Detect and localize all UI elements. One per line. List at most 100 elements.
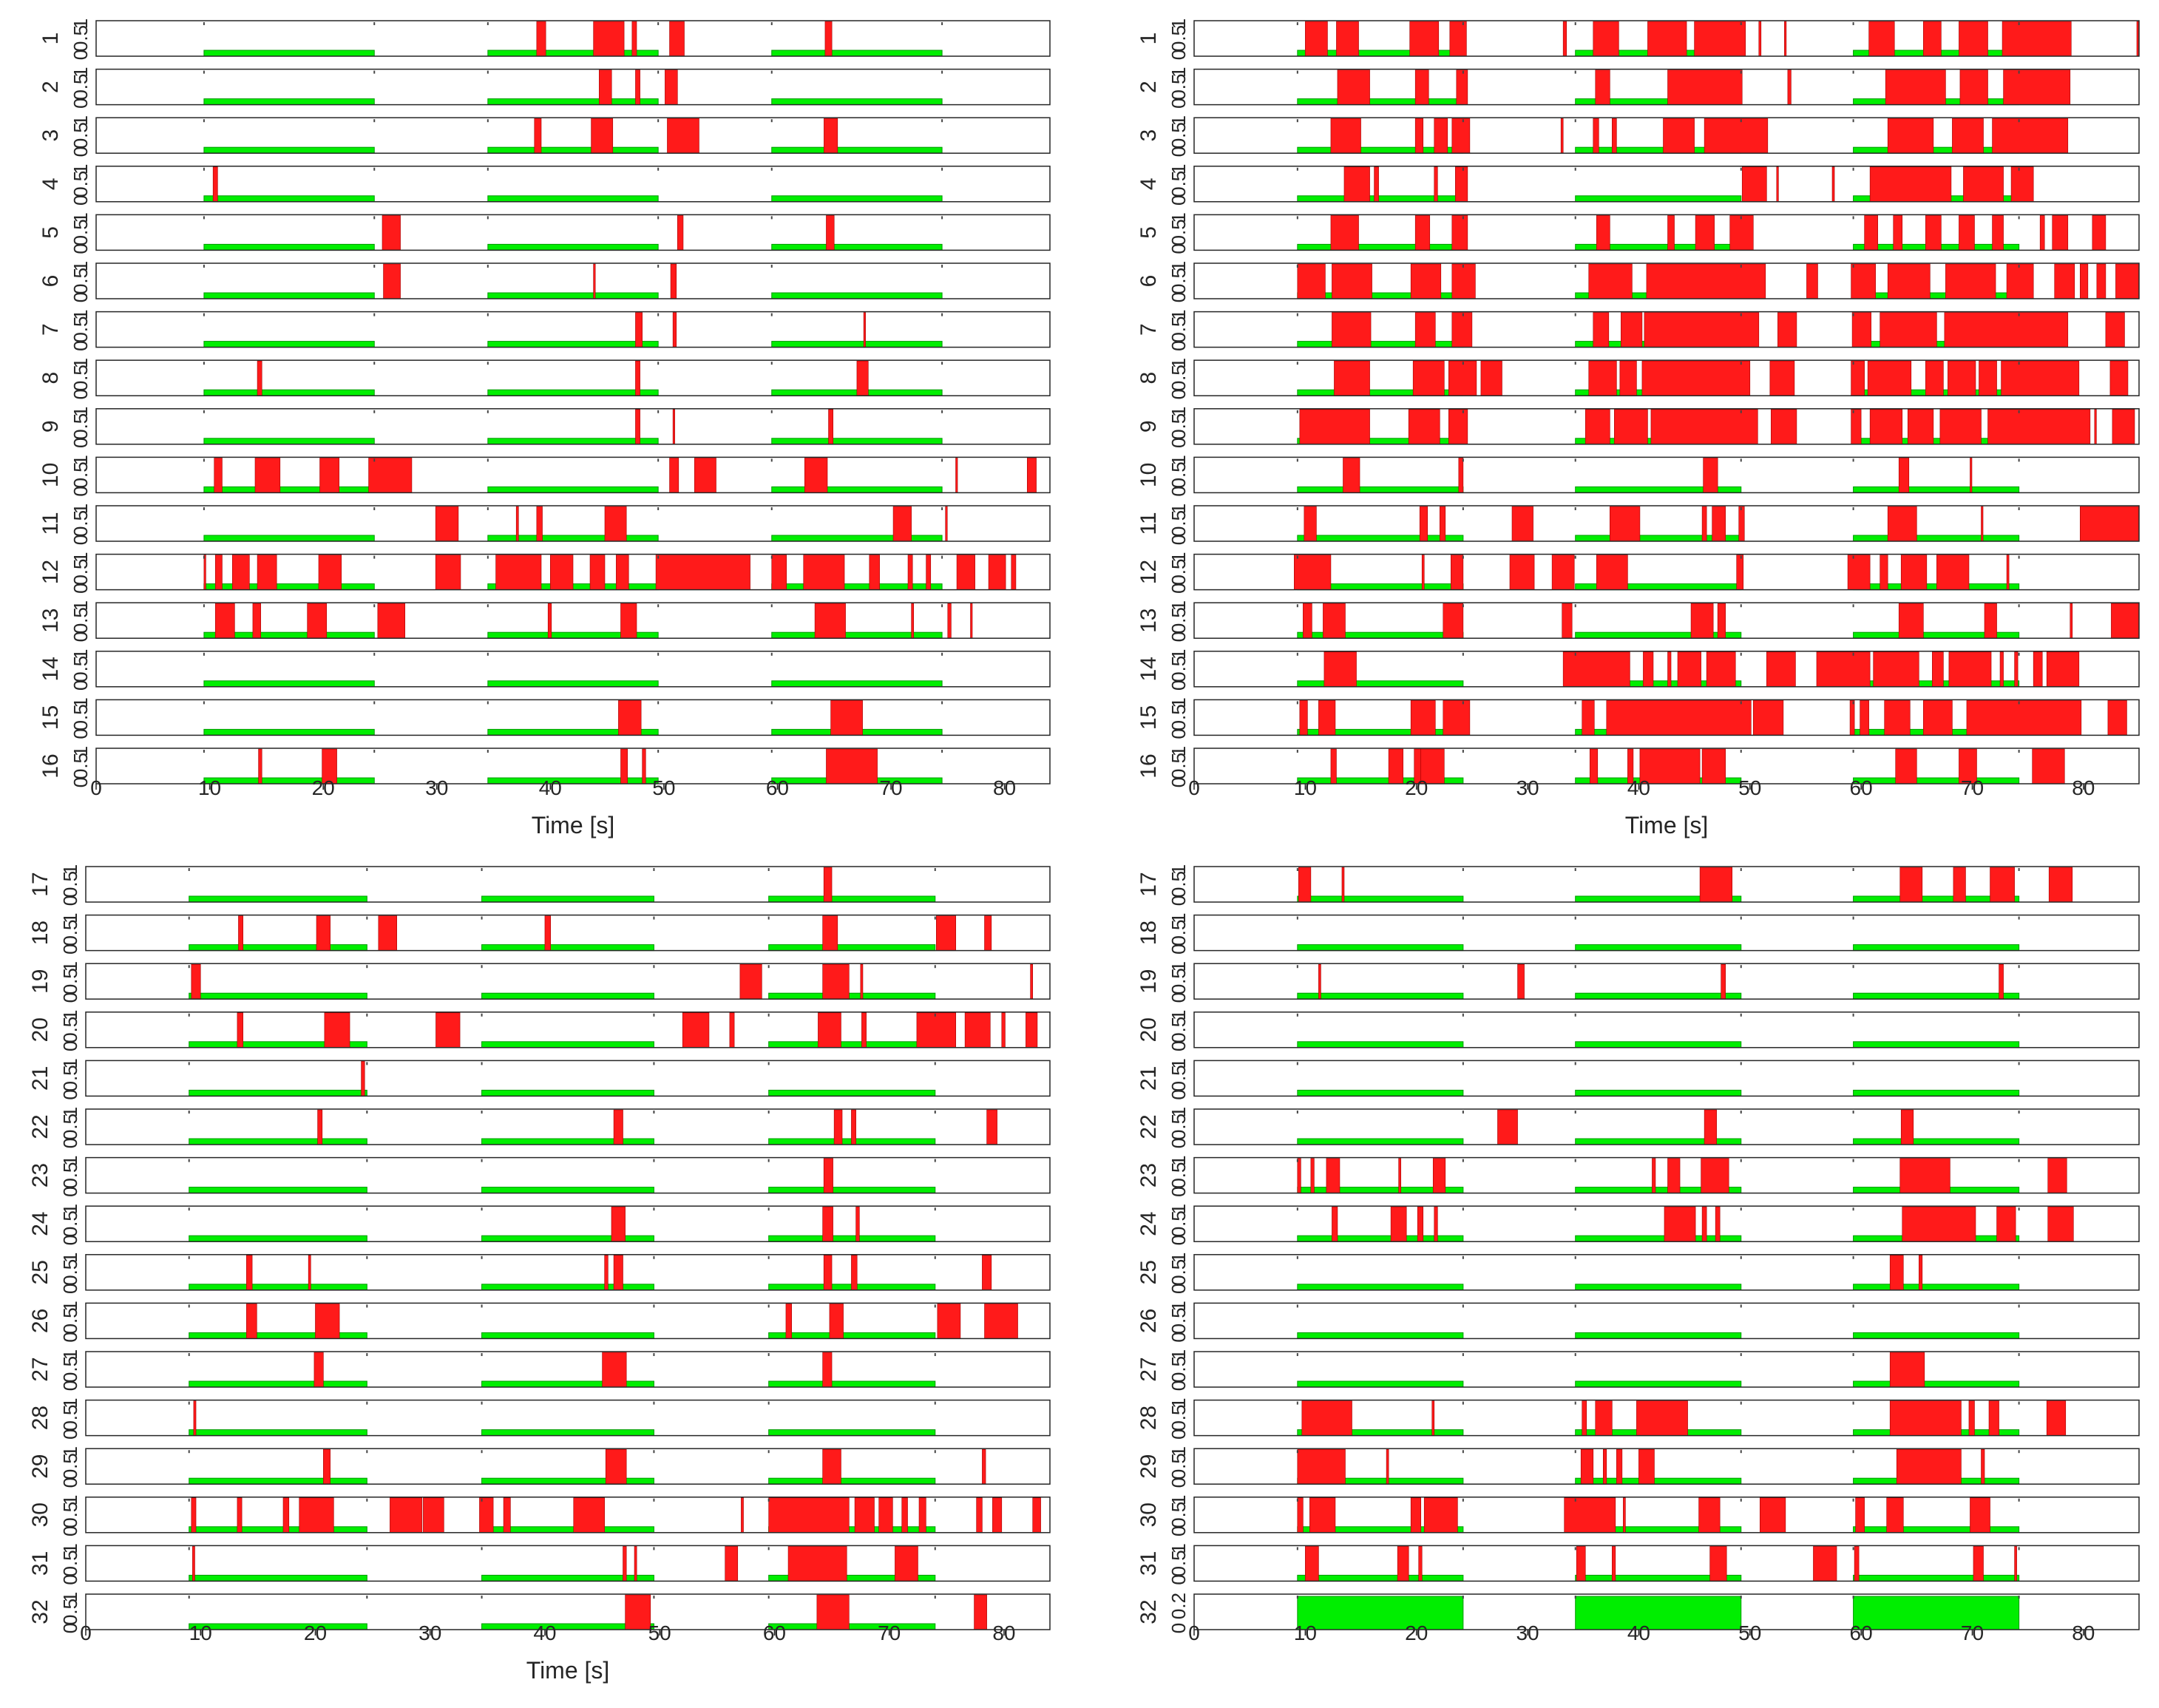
event-bar: [907, 555, 913, 590]
row-axes-box: [1193, 117, 2140, 154]
event-bar: [1593, 21, 1619, 57]
y-tick-label: 0.5: [1167, 268, 1190, 294]
stimulus-bar: [1853, 1526, 2020, 1534]
stimulus-bar: [1853, 1041, 2020, 1048]
event-bar: [618, 700, 642, 736]
y-tick-label: 1: [70, 746, 92, 756]
raster-row: 00.51 14: [38, 649, 1051, 691]
stimulus-bar: [203, 777, 375, 784]
raster-row: 00.51 10: [1136, 455, 2140, 497]
y-tick-label: 0: [1167, 895, 1190, 906]
stimulus-bar: [487, 98, 659, 106]
y-tick-label: 0.5: [1167, 1017, 1190, 1043]
stimulus-bar: [1575, 1089, 1742, 1097]
event-bar: [1816, 651, 1871, 688]
raster-row: 00.51 20: [1136, 1010, 2140, 1051]
raster-row: 00.51 18: [28, 912, 1051, 955]
event-bar: [1551, 555, 1575, 590]
raster-row: 00.51 31: [1136, 1543, 2140, 1585]
event-bar: [1851, 312, 1871, 348]
event-bar: [1397, 1546, 1409, 1582]
row-axes-box: [85, 1593, 1051, 1630]
row-axes-box: [1193, 914, 2140, 952]
event-bar: [1562, 21, 1567, 57]
y-tick-label: 1: [59, 1543, 81, 1553]
y-tick-label: 0.5: [1167, 1453, 1190, 1480]
raster-row: 0 0.2 32: [1136, 1593, 2140, 1633]
y-tick-label: 0.5: [59, 1405, 81, 1431]
row-axes-box: [95, 68, 1051, 106]
event-bar: [1695, 215, 1715, 251]
y-tick-label: 0: [1167, 1186, 1190, 1196]
event-bar: [602, 1352, 627, 1388]
stimulus-bar: [771, 243, 943, 251]
event-bar: [1623, 1497, 1626, 1534]
event-bar: [1584, 409, 1610, 445]
event-bar: [1646, 263, 1766, 299]
raster-row: 00.51 26: [28, 1301, 1051, 1343]
event-bar: [1448, 409, 1468, 445]
row-axes-box: [1193, 651, 2140, 688]
stimulus-bar: [768, 1429, 936, 1437]
stimulus-bar: [768, 944, 936, 952]
event-bar: [1701, 506, 1707, 542]
event-bar: [625, 1594, 651, 1630]
event-bar: [635, 312, 643, 348]
panel-bottom-right: 00.511700.511800.511900.512000.512100.51…: [1136, 864, 2140, 1644]
event-bar: [1887, 263, 1931, 299]
event-bar: [191, 1497, 197, 1534]
event-bar: [822, 1448, 841, 1485]
y-tick-label: 0.5: [1167, 74, 1190, 101]
row-label: 3: [1136, 129, 1161, 142]
x-axis-label: Time [s]: [1625, 812, 1709, 838]
raster-row: 00.51 21: [28, 1058, 1051, 1100]
event-bar: [1582, 700, 1595, 736]
x-tick-label: 0: [1188, 776, 1200, 799]
event-bar: [982, 1448, 986, 1485]
event-bar: [1886, 1497, 1904, 1534]
event-bar: [1410, 263, 1442, 299]
y-tick-label: 1: [70, 212, 92, 223]
y-tick-label: 0.5: [70, 316, 92, 343]
stimulus-bar: [768, 1235, 936, 1242]
event-bar: [1999, 651, 2004, 688]
event-bar: [787, 1546, 847, 1582]
y-tick-label: 1: [1167, 1253, 1190, 1263]
row-axes-box: [1193, 505, 2140, 542]
row-axes-box: [1193, 359, 2140, 396]
y-tick-label: 0: [1167, 1235, 1190, 1245]
event-bar: [1851, 409, 1862, 445]
row-label: 14: [1136, 657, 1161, 681]
y-tick-label: 1: [70, 115, 92, 126]
event-bar: [1959, 70, 1988, 105]
event-bar: [1652, 1158, 1656, 1193]
event-bar: [1303, 603, 1312, 639]
y-tick-label: 0.5: [70, 413, 92, 440]
event-bar: [1721, 963, 1726, 1000]
event-bar: [818, 1012, 841, 1048]
raster-row: 00.51 30: [1136, 1495, 2140, 1536]
event-bar: [1330, 118, 1361, 154]
row-label: 21: [28, 1066, 52, 1091]
stimulus-bar: [203, 680, 375, 688]
y-tick-label: 1: [1167, 864, 1190, 875]
y-tick-label: 0: [1167, 1623, 1190, 1633]
event-bar: [2054, 263, 2075, 299]
event-bar: [1701, 1206, 1707, 1242]
raster-row: 00.51 16: [1136, 746, 2140, 787]
event-bar: [1919, 1255, 1923, 1291]
row-axes-box: [1193, 1205, 2140, 1242]
row-label: 9: [38, 420, 63, 433]
row-axes-box: [95, 456, 1051, 494]
event-bar: [1704, 118, 1769, 154]
event-bar: [1606, 700, 1752, 736]
event-bar: [1925, 215, 1942, 251]
event-bar: [1336, 21, 1359, 57]
stimulus-bar: [203, 146, 375, 154]
event-bar: [669, 21, 685, 57]
y-tick-label: 1: [70, 407, 92, 417]
event-bar: [1999, 963, 2004, 1000]
stimulus-bar: [1853, 1596, 2020, 1630]
event-bar: [1318, 700, 1336, 736]
